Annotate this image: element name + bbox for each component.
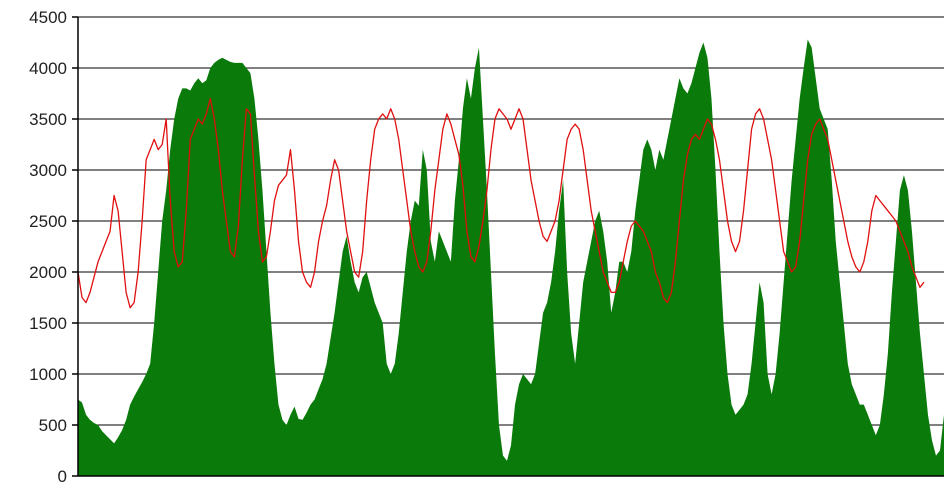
plot-series [77, 39, 944, 476]
y-tick-label-3000: 3000 [29, 161, 67, 180]
y-tick-label-1500: 1500 [29, 314, 67, 333]
series-area-green [78, 39, 944, 476]
y-tick-label-1000: 1000 [29, 365, 67, 384]
y-tick-label-2000: 2000 [29, 263, 67, 282]
y-tick-label-2500: 2500 [29, 212, 67, 231]
y-tick-label-3500: 3500 [29, 110, 67, 129]
series-line-red [77, 97, 925, 309]
y-tick-label-500: 500 [39, 416, 67, 435]
y-axis-ticks: 0 500 1000 1500 2000 2500 3000 3500 4000 4500 [29, 8, 78, 483]
y-tick-label-4500: 4500 [29, 8, 67, 27]
y-tick-label-0: 0 [58, 467, 67, 483]
y-tick-label-4000: 4000 [29, 59, 67, 78]
